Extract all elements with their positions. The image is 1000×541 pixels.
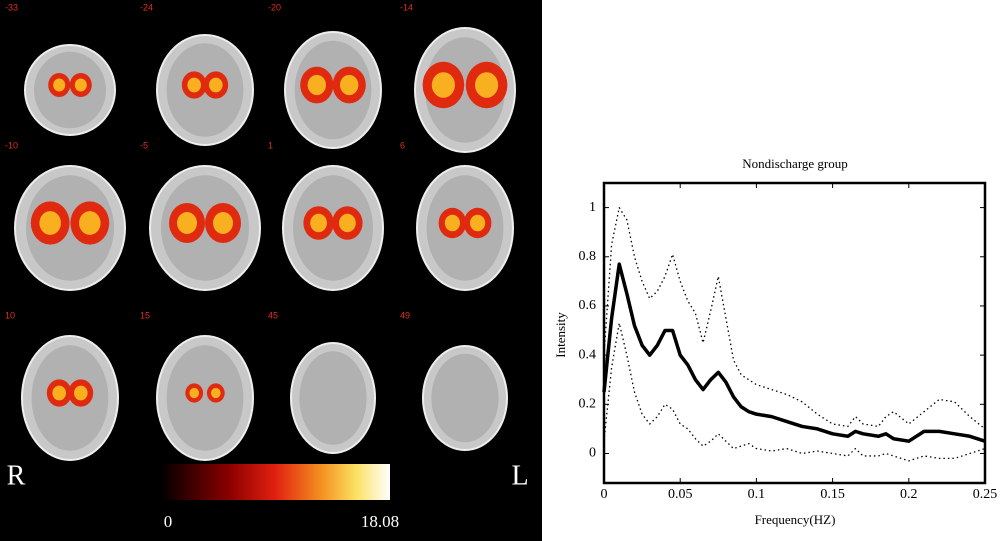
- side-label: R: [7, 460, 26, 491]
- slice-label: -14: [400, 2, 413, 12]
- activation-core: [189, 387, 199, 399]
- x-tick-label: 0.25: [973, 487, 998, 502]
- colorbar: [160, 464, 390, 500]
- x-tick-label: 0.15: [820, 487, 845, 502]
- y-tick-label: 0.6: [579, 298, 597, 313]
- activation-core: [52, 385, 66, 401]
- x-tick-label: 0: [601, 487, 608, 502]
- brain-inner: [166, 345, 244, 451]
- activation-core: [213, 212, 233, 234]
- activation-core: [475, 72, 499, 98]
- plot-frame: [602, 181, 987, 485]
- slice-label: -24: [140, 2, 153, 12]
- activation-core: [444, 214, 460, 232]
- slice-label: 10: [5, 310, 15, 320]
- x-tick-label: 0.1: [748, 487, 766, 502]
- x-axis-label: Frequency(HZ): [755, 512, 836, 527]
- colorbar-max: 18.08: [361, 512, 399, 531]
- activation-core: [74, 385, 88, 401]
- activation-core: [53, 78, 66, 92]
- activation-core: [211, 387, 221, 399]
- brain-inner: [299, 351, 367, 445]
- x-tick-label: 0.2: [900, 487, 918, 502]
- side-label: L: [511, 460, 528, 491]
- y-tick-label: 0: [589, 446, 596, 461]
- slice-label: -20: [268, 2, 281, 12]
- slice-label: 6: [400, 140, 405, 150]
- activation-core: [431, 72, 455, 98]
- band-line: [603, 206, 986, 430]
- brain-inner: [161, 175, 249, 281]
- y-tick-label: 0.2: [579, 397, 597, 412]
- activation-core: [187, 77, 201, 93]
- y-tick-label: 0.4: [579, 347, 597, 362]
- slice-label: -5: [140, 140, 148, 150]
- slice-label: 1: [268, 140, 273, 150]
- activation-core: [470, 214, 486, 232]
- brain-inner: [34, 51, 106, 129]
- slice-label: 45: [268, 310, 278, 320]
- mean-line: [602, 262, 986, 443]
- colorbar-min: 0: [164, 512, 173, 531]
- chart-title: Nondischarge group: [742, 156, 848, 171]
- band-line: [603, 322, 986, 462]
- activation-core: [340, 74, 359, 96]
- activation-core: [74, 78, 87, 92]
- slice-label: -33: [5, 2, 18, 12]
- activation-core: [177, 212, 197, 234]
- activation-core: [39, 211, 61, 235]
- activation-core: [310, 213, 327, 233]
- y-axis-label: Intensity: [553, 312, 568, 358]
- x-tick-label: 0.05: [668, 487, 693, 502]
- activation-core: [307, 74, 326, 96]
- activation-core: [79, 211, 101, 235]
- y-tick-label: 0.8: [579, 249, 597, 264]
- slice-label: 15: [140, 310, 150, 320]
- brain-inner: [431, 353, 499, 443]
- activation-core: [339, 213, 356, 233]
- brain-inner: [294, 40, 372, 140]
- activation-core: [209, 77, 223, 93]
- slice-label: 49: [400, 310, 410, 320]
- slice-label: -10: [5, 140, 18, 150]
- y-tick-label: 1: [589, 200, 596, 215]
